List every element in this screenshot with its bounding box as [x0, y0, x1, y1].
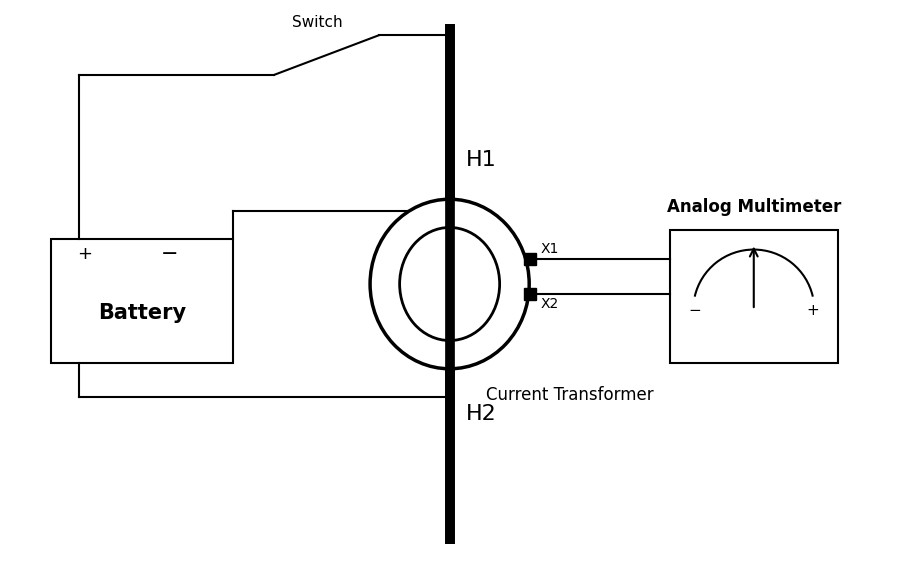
Text: X1: X1: [540, 242, 558, 256]
Text: H1: H1: [466, 149, 496, 170]
Bar: [51, 239, 233, 363]
Text: Battery: Battery: [98, 303, 186, 323]
Text: Switch: Switch: [292, 15, 343, 30]
Ellipse shape: [370, 199, 528, 369]
Text: +: +: [805, 303, 818, 318]
Text: Current Transformer: Current Transformer: [486, 386, 653, 404]
Text: +: +: [77, 245, 91, 263]
Text: −: −: [688, 303, 701, 318]
Text: Analog Multimeter: Analog Multimeter: [666, 198, 840, 216]
Bar: [669, 230, 837, 363]
Text: −: −: [160, 244, 179, 264]
Text: H2: H2: [466, 404, 496, 424]
Text: X2: X2: [540, 297, 558, 311]
Ellipse shape: [399, 227, 499, 341]
